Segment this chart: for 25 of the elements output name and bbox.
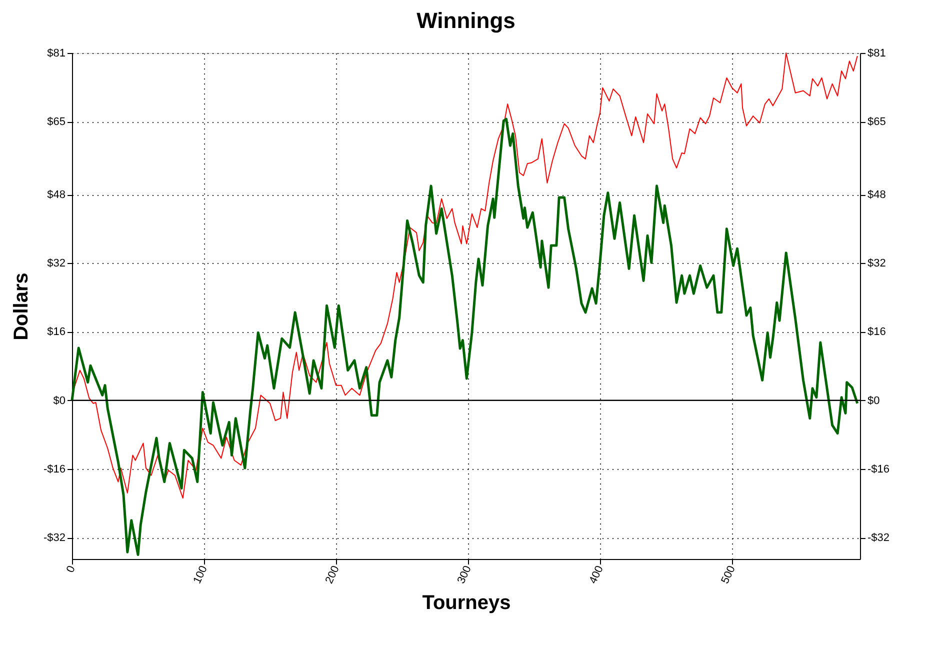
x-axis-title: Tourneys: [422, 592, 511, 614]
y2-tick-label: $81: [868, 48, 886, 60]
y-tick-label: $16: [47, 326, 66, 338]
y-tick-label: -$32: [43, 532, 66, 544]
y-tick-label: $81: [47, 48, 66, 60]
x-tick-label: 100: [191, 564, 210, 586]
y2-tick-label: $32: [868, 258, 886, 270]
x-tick-label: 200: [323, 564, 342, 586]
y-tick-label: $65: [47, 116, 66, 128]
y2-tick-label: $16: [868, 326, 886, 338]
y-tick-label: $0: [53, 394, 66, 407]
x-tick-label: 0: [64, 564, 78, 575]
x-tick-label: 300: [455, 564, 474, 586]
y-axis-title: Dollars: [10, 272, 32, 340]
x-tick-label: 400: [587, 564, 606, 586]
y2-tick-label: -$16: [868, 463, 890, 476]
y-tick-label: $48: [47, 189, 66, 202]
y2-tick-label: $0: [868, 394, 880, 407]
chart-title: Winnings: [416, 8, 516, 33]
y2-tick-label: $48: [868, 189, 886, 202]
y2-tick-label: -$32: [868, 532, 890, 544]
y-tick-label: $32: [47, 258, 66, 270]
y2-tick-label: $65: [868, 116, 886, 128]
x-tick-label: 500: [719, 564, 738, 586]
y-tick-label: -$16: [43, 463, 66, 476]
